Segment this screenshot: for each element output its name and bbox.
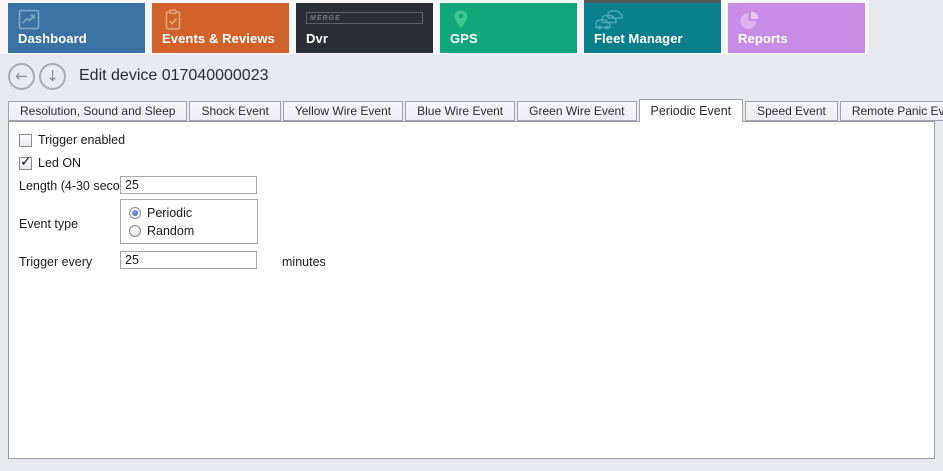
radio-label: Periodic bbox=[147, 206, 193, 220]
nav-tile-fleet-manager[interactable]: Fleet Manager bbox=[584, 3, 721, 53]
nav-tile-label: GPS bbox=[450, 31, 478, 46]
periodic-event-panel: Trigger enabled Led ON Length (4-30 seco… bbox=[8, 121, 935, 459]
nav-tile-label: Reports bbox=[738, 31, 788, 46]
checkbox-label: Trigger enabled bbox=[38, 133, 126, 147]
page-title: Edit device 017040000023 bbox=[79, 67, 269, 84]
event-type-group: Periodic Random bbox=[120, 199, 258, 244]
pie-chart-icon bbox=[738, 9, 762, 31]
event-type-option-random[interactable]: Random bbox=[129, 224, 194, 238]
nav-tile-gps[interactable]: GPS bbox=[440, 3, 577, 53]
checkbox-box[interactable] bbox=[19, 154, 32, 170]
tab-green-wire-event[interactable]: Green Wire Event bbox=[517, 101, 637, 121]
nav-tile-reports[interactable]: Reports bbox=[728, 3, 865, 53]
tab-resolution-sound-sleep[interactable]: Resolution, Sound and Sleep bbox=[8, 101, 188, 121]
nav-tile-label: Events & Reviews bbox=[162, 31, 275, 46]
tab-blue-wire-event[interactable]: Blue Wire Event bbox=[405, 101, 516, 121]
checkbox-label: Led ON bbox=[38, 156, 82, 170]
down-arrow-icon: ↓ bbox=[46, 66, 59, 85]
nav-tile-dashboard[interactable]: Dashboard bbox=[8, 3, 145, 53]
tab-speed-event[interactable]: Speed Event bbox=[745, 101, 838, 121]
tab-periodic-event[interactable]: Periodic Event bbox=[638, 99, 744, 122]
nav-tile-label: Fleet Manager bbox=[594, 31, 683, 46]
active-module-indicator bbox=[584, 0, 721, 3]
tab-yellow-wire-event[interactable]: Yellow Wire Event bbox=[282, 101, 404, 121]
module-nav: Dashboard Events & Reviews MERGE Dvr GPS bbox=[8, 3, 865, 53]
clipboard-check-icon bbox=[162, 9, 186, 31]
nav-tile-events-reviews[interactable]: Events & Reviews bbox=[152, 3, 289, 53]
nav-tile-label: Dvr bbox=[306, 31, 328, 46]
download-button[interactable]: ↓ bbox=[39, 62, 66, 90]
cars-icon bbox=[594, 9, 623, 31]
nav-tile-label: Dashboard bbox=[18, 31, 87, 46]
map-pin-icon bbox=[450, 9, 474, 31]
tab-shock-event[interactable]: Shock Event bbox=[189, 101, 281, 121]
radio-label: Random bbox=[147, 224, 195, 238]
line-chart-icon bbox=[18, 9, 42, 31]
radio-button[interactable] bbox=[129, 207, 141, 219]
trigger-every-unit: minutes bbox=[282, 255, 326, 269]
settings-tab-strip: Resolution, Sound and Sleep Shock Event … bbox=[8, 99, 943, 122]
radio-button[interactable] bbox=[129, 225, 141, 237]
length-input[interactable] bbox=[120, 176, 257, 194]
trigger-every-label: Trigger every bbox=[19, 255, 93, 269]
back-button[interactable]: ← bbox=[8, 62, 35, 90]
left-arrow-icon: ← bbox=[15, 66, 28, 85]
merge-logo-icon: MERGE bbox=[306, 12, 423, 24]
trigger-enabled-checkbox[interactable]: Trigger enabled bbox=[19, 133, 125, 147]
led-on-checkbox[interactable]: Led ON bbox=[19, 154, 82, 170]
trigger-every-input[interactable] bbox=[120, 251, 257, 269]
length-label: Length (4-30 seconds) bbox=[19, 179, 145, 193]
tab-remote-panic-event[interactable]: Remote Panic Event bbox=[839, 101, 943, 121]
nav-tile-dvr[interactable]: MERGE Dvr bbox=[296, 3, 433, 53]
event-type-label: Event type bbox=[19, 217, 79, 231]
event-type-option-periodic[interactable]: Periodic bbox=[129, 206, 192, 220]
checkbox-box[interactable] bbox=[19, 133, 32, 147]
page-header: ← ↓ Edit device 017040000023 bbox=[8, 60, 269, 92]
